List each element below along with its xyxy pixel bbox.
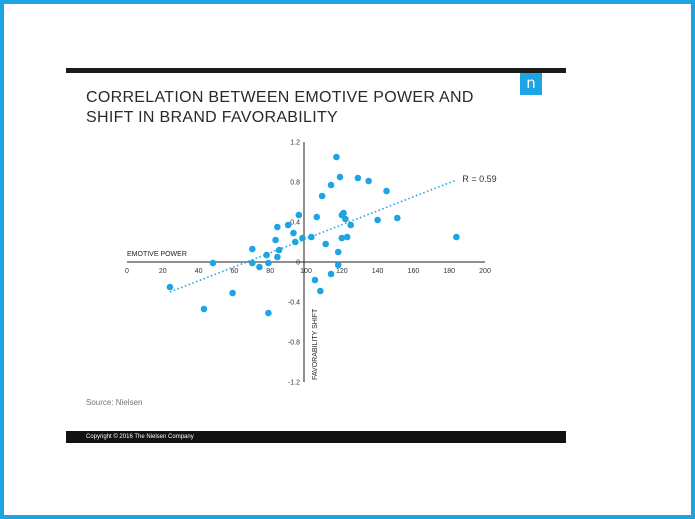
- x-tick-label: 60: [231, 268, 239, 275]
- x-tick-label: 100: [300, 268, 312, 275]
- data-point: [333, 153, 340, 161]
- top-divider-bar: [66, 68, 566, 73]
- correlation-label: R = 0.59: [462, 174, 496, 184]
- chart-axes: [127, 142, 485, 382]
- data-point: [263, 251, 270, 259]
- data-point: [347, 221, 355, 229]
- data-point: [291, 238, 299, 246]
- data-point: [200, 305, 208, 313]
- data-point: [334, 261, 342, 269]
- x-tick-label: 0: [125, 268, 129, 275]
- data-point: [374, 216, 381, 224]
- y-tick-labels: 1.2 0.8 0.4 0 -0.4 -0.8 -1.2: [288, 140, 300, 387]
- footer-bar: Copyright © 2016 The Nielsen Company: [66, 431, 566, 443]
- x-tick-label: 180: [443, 268, 455, 275]
- data-point: [274, 253, 281, 261]
- nielsen-logo-icon: n: [520, 73, 542, 95]
- x-tick-label: 140: [372, 268, 384, 275]
- data-point: [354, 174, 362, 182]
- copyright-text: Copyright © 2016 The Nielsen Company: [86, 434, 194, 440]
- scatter-chart: 0 20 40 60 80 100 120 140 160 180 200 1.2 0.8 0.4 0 -0…: [125, 140, 497, 387]
- data-point: [453, 233, 460, 241]
- data-point: [322, 240, 329, 248]
- y-tick-label: -0.4: [288, 300, 300, 307]
- trend-line: [169, 179, 457, 293]
- chart-title-line-2: SHIFT IN BRAND FAVORABILITY: [86, 109, 338, 126]
- x-tick-label: 120: [336, 268, 348, 275]
- y-tick-label: 0.8: [290, 180, 300, 187]
- data-point: [317, 287, 324, 295]
- data-point: [327, 270, 335, 278]
- x-tick-labels: 0 20 40 60 80 100 120 140 160 180 200: [125, 268, 491, 275]
- x-tick-label: 80: [266, 268, 274, 275]
- data-point: [290, 229, 297, 237]
- y-tick-label: 0: [296, 260, 300, 267]
- data-point: [274, 223, 281, 231]
- data-point: [256, 263, 263, 271]
- x-tick-label: 160: [408, 268, 420, 275]
- data-point: [275, 246, 283, 254]
- y-tick-label: -0.8: [288, 340, 300, 347]
- data-point: [249, 245, 256, 253]
- data-point: [340, 209, 347, 217]
- data-point: [336, 173, 344, 181]
- chart-title-line-1: CORRELATION BETWEEN EMOTIVE POWER AND: [86, 89, 474, 106]
- data-point: [383, 187, 390, 195]
- data-point: [334, 248, 342, 256]
- data-point: [166, 283, 174, 291]
- y-tick-label: 0.4: [290, 220, 300, 227]
- data-point: [343, 233, 351, 241]
- source-note: Source: Nielsen: [86, 398, 143, 407]
- y-axis-title: FAVORABILITY SHIFT: [312, 308, 319, 380]
- data-point: [265, 259, 272, 267]
- x-tick-label: 200: [479, 268, 491, 275]
- data-point: [313, 213, 321, 221]
- data-point: [311, 276, 319, 284]
- y-tick-label: 1.2: [290, 140, 300, 147]
- data-point: [327, 181, 335, 189]
- data-point: [284, 221, 292, 229]
- data-point: [365, 177, 372, 185]
- data-point: [342, 215, 349, 223]
- data-point: [393, 214, 401, 222]
- y-tick-label: -1.2: [288, 380, 300, 387]
- data-points: [166, 153, 460, 317]
- data-point: [308, 233, 315, 241]
- x-tick-label: 20: [159, 268, 167, 275]
- data-point: [299, 234, 306, 242]
- data-point: [209, 259, 217, 267]
- data-point: [249, 259, 256, 267]
- data-point: [272, 236, 279, 244]
- data-point: [229, 289, 236, 297]
- data-point: [295, 211, 303, 219]
- data-point: [265, 309, 272, 317]
- chart-title: CORRELATION BETWEEN EMOTIVE POWER AND SH…: [86, 88, 506, 128]
- data-point: [318, 192, 326, 200]
- x-axis-title: EMOTIVE POWER: [127, 251, 187, 258]
- x-tick-label: 40: [195, 268, 203, 275]
- data-point: [338, 234, 346, 242]
